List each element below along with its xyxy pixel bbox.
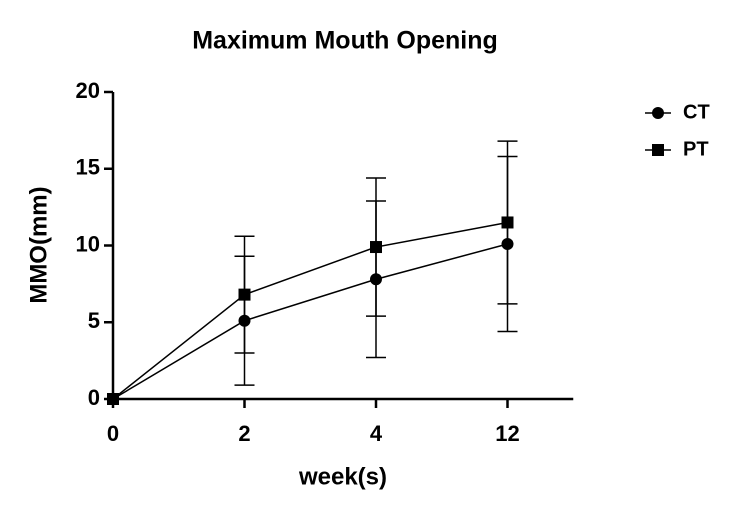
x-axis-label: week(s) (298, 463, 387, 490)
point (370, 241, 382, 254)
x-tick-label: 12 (495, 421, 519, 446)
x-tick-label: 0 (107, 421, 119, 446)
y-tick-label: 0 (88, 385, 100, 410)
y-tick-label: 10 (76, 231, 100, 256)
series-line (112, 221, 508, 400)
x-tick-label: 2 (238, 421, 250, 446)
legend-marker (652, 107, 664, 119)
legend-label: CT (683, 101, 710, 123)
y-tick-label: 20 (76, 78, 100, 103)
y-axis-label: MMO(mm) (25, 186, 52, 303)
y-tick-label: 15 (76, 155, 100, 180)
legend-marker (652, 144, 664, 156)
point (107, 393, 119, 405)
series-line (112, 243, 508, 400)
chart-title: Maximum Mouth Opening (192, 27, 498, 55)
point (238, 288, 251, 301)
x-tick-label: 4 (370, 421, 383, 446)
y-tick-label: 5 (88, 308, 100, 333)
point (501, 216, 514, 229)
legend-label: PT (683, 138, 709, 160)
